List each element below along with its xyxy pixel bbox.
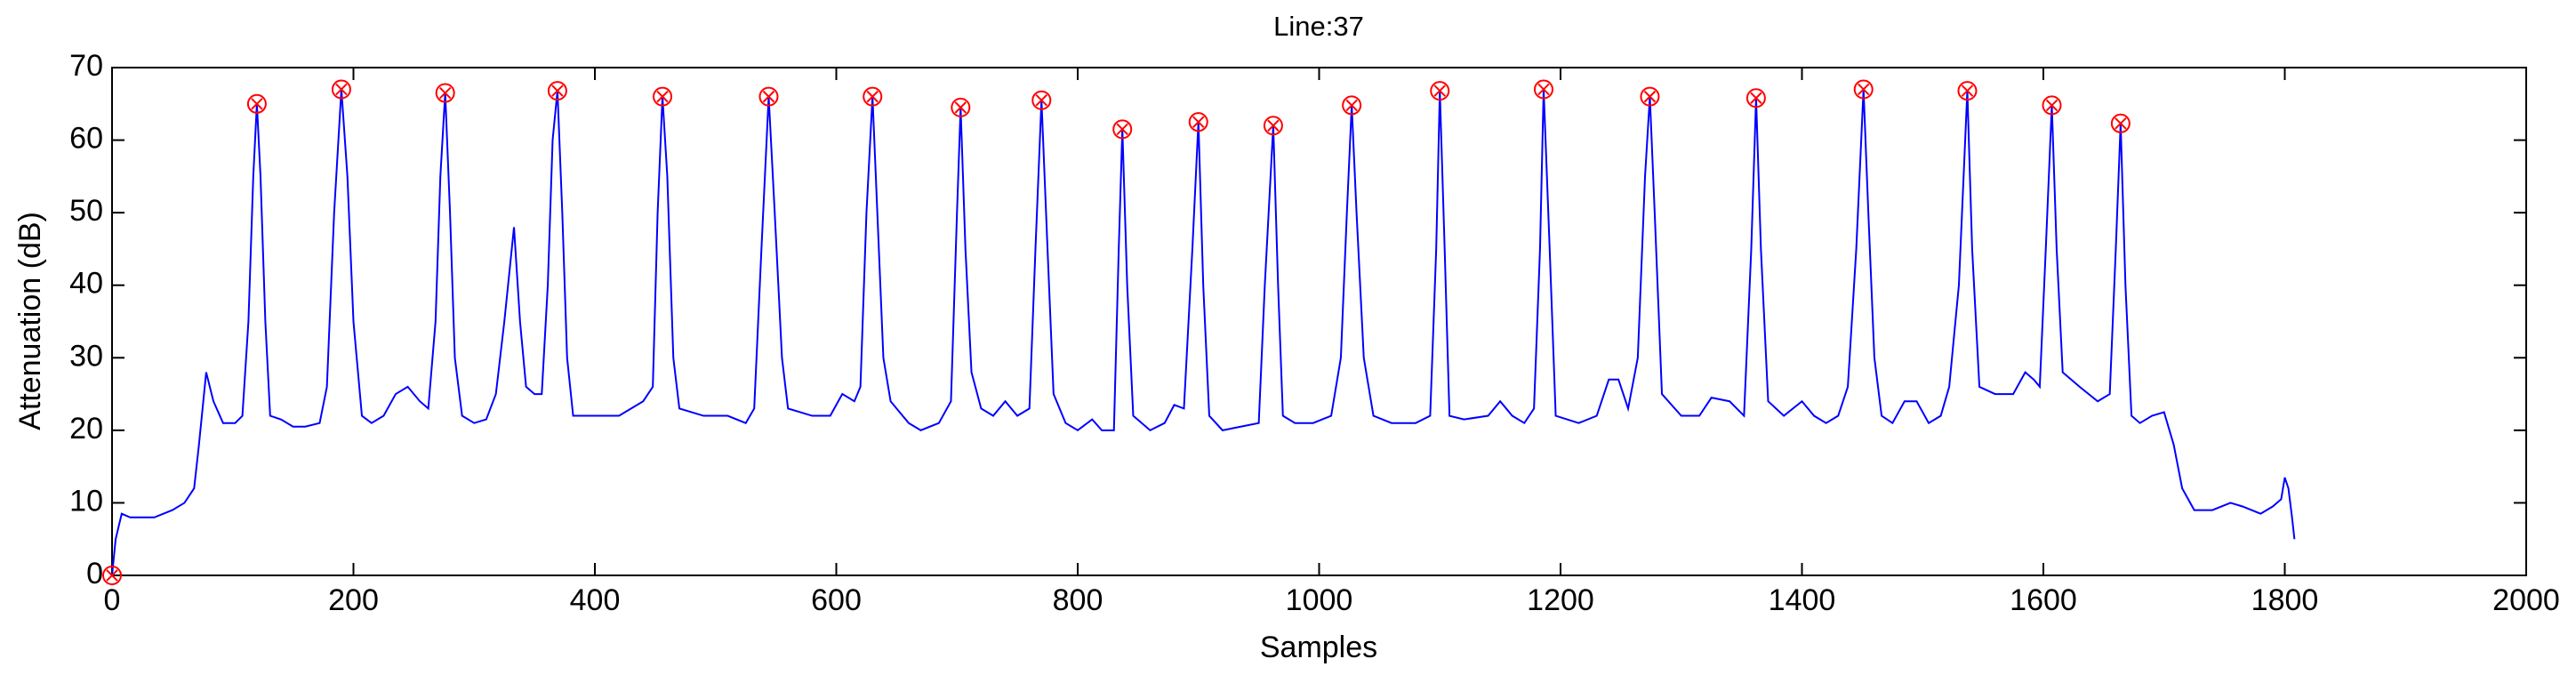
marker-circle [1533,79,1553,100]
peak-marker [2042,95,2062,116]
marker-cross [656,90,669,103]
marker-cross [1643,90,1657,103]
marker-circle [1853,79,1874,100]
marker-cross [1267,119,1280,132]
marker-circle [547,81,567,101]
peak-marker [1853,79,1874,100]
peak-marker [951,97,971,117]
marker-circle [2110,113,2131,133]
x-tick-label: 1000 [1286,583,1353,617]
peak-marker [1188,112,1208,133]
marker-circle [1957,81,1978,101]
marker-cross [251,98,263,110]
peak-marker [653,86,673,107]
marker-cross [1345,99,1358,112]
peak-marker [435,83,455,103]
marker-circle [758,86,779,107]
peak-marker [1957,81,1978,101]
marker-circle [246,93,267,114]
marker-circle [1188,112,1208,133]
marker-cross [866,90,879,103]
peak-marker [547,81,567,101]
marker-cross [1961,84,1974,97]
peak-marker [863,86,883,107]
marker-circle [1745,88,1766,108]
marker-circle [863,86,883,107]
marker-circle [331,79,351,100]
marker-circle [951,97,971,117]
y-tick-label: 10 [69,484,103,518]
marker-cross [762,90,775,103]
x-tick-label: 1400 [1769,583,1836,617]
x-tick-label: 800 [1053,583,1103,617]
y-tick-label: 30 [69,339,103,373]
marker-circle [2042,95,2062,116]
x-tick-label: 1200 [1527,583,1594,617]
marker-circle [102,566,122,585]
peak-marker [331,79,351,100]
y-tick-label: 60 [69,122,103,156]
y-tick-label: 0 [86,557,103,591]
x-tick-label: 1800 [2251,583,2319,617]
x-tick-label: 0 [104,583,121,617]
marker-cross [106,569,118,582]
marker-cross [438,86,452,100]
x-axis-label: Samples [1260,631,1377,664]
peak-marker [1112,119,1133,140]
marker-cross [2045,99,2058,112]
peak-marker [1031,90,1052,110]
marker-cross [1116,123,1128,136]
peak-marker [1640,86,1660,107]
peak-marker [246,93,267,114]
peak-marker [1745,88,1766,108]
marker-cross [1537,83,1550,96]
marker-cross [1035,93,1047,107]
marker-cross [1750,92,1762,104]
marker-cross [551,84,564,97]
peak-marker [1533,79,1553,100]
y-tick-label: 70 [69,49,103,83]
x-tick-label: 400 [570,583,621,617]
peak-marker [1430,81,1450,101]
y-tick-label: 20 [69,412,103,446]
marker-cross [2115,117,2127,130]
x-tick-label: 2000 [2492,583,2560,617]
y-tick-label: 50 [69,194,103,228]
marker-cross [1433,84,1446,97]
marker-cross [335,83,348,96]
data-line [111,89,2296,576]
marker-circle [1640,86,1660,107]
marker-cross [1858,83,1870,96]
peak-marker [102,566,122,585]
marker-cross [954,101,967,114]
peak-marker [2110,113,2131,133]
x-tick-label: 1600 [2010,583,2077,617]
x-tick-label: 600 [811,583,862,617]
y-tick-label: 40 [69,267,103,301]
peak-marker [758,86,779,107]
marker-circle [653,86,673,107]
marker-circle [1342,95,1362,116]
marker-circle [1430,81,1450,101]
marker-circle [1031,90,1052,110]
chart-title: Line:37 [1273,11,1364,42]
marker-circle [1263,116,1283,136]
marker-circle [435,83,455,103]
peak-marker [1263,116,1283,136]
plot-frame [111,67,2527,576]
peak-marker [1342,95,1362,116]
y-axis-label: Attenuation (dB) [13,212,47,430]
marker-circle [1112,119,1133,140]
x-tick-label: 200 [328,583,379,617]
marker-cross [1192,116,1205,128]
